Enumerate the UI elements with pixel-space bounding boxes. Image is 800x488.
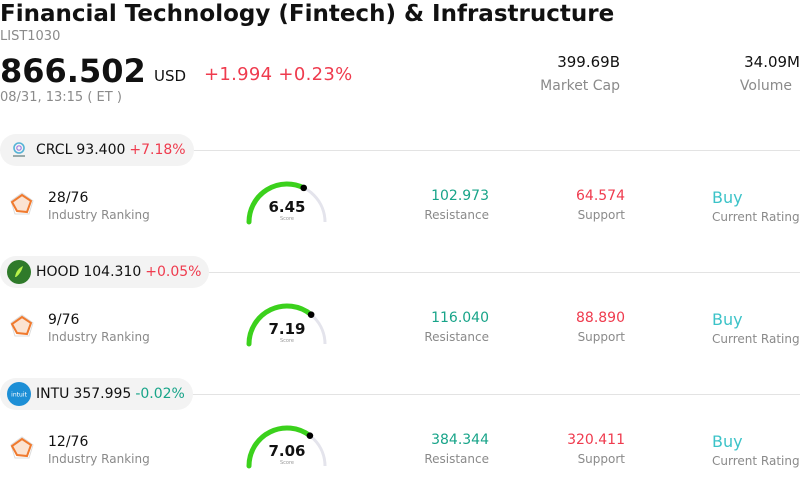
rating-value[interactable]: Buy bbox=[712, 432, 743, 451]
support-label: Support bbox=[577, 330, 625, 344]
page-title: Financial Technology (Fintech) & Infrast… bbox=[0, 1, 615, 27]
stock-price: 357.995 bbox=[73, 386, 132, 402]
radar-icon bbox=[8, 434, 36, 466]
score-gauge: 7.19 Score bbox=[245, 300, 329, 348]
rating-label: Current Rating bbox=[712, 332, 800, 346]
row-divider bbox=[0, 150, 800, 151]
stock-symbol: HOOD bbox=[36, 264, 80, 280]
currency-label: USD bbox=[154, 67, 187, 85]
score-value: 7.19 bbox=[268, 320, 306, 338]
market-cap-label: Market Cap bbox=[540, 78, 620, 94]
resistance-value: 384.344 bbox=[431, 432, 489, 448]
stock-price: 104.310 bbox=[83, 264, 142, 280]
score-gauge: 6.45 Score bbox=[245, 178, 329, 226]
score-label: Score bbox=[279, 338, 294, 344]
gauge-marker bbox=[307, 311, 315, 318]
stock-change: +0.05% bbox=[145, 264, 202, 280]
radar-icon bbox=[8, 190, 36, 222]
index-price: 866.502 bbox=[0, 52, 146, 90]
volume-value: 34.09M bbox=[744, 53, 800, 71]
rating-label: Current Rating bbox=[712, 454, 800, 468]
stock-symbol: INTU bbox=[36, 386, 70, 402]
stock-pill-intu[interactable]: intuit INTU 357.995 -0.02% bbox=[0, 378, 193, 410]
resistance-value: 102.973 bbox=[431, 188, 489, 204]
volume-label: Volume bbox=[739, 78, 792, 94]
industry-ranking-label: Industry Ranking bbox=[48, 208, 150, 222]
support-label: Support bbox=[577, 452, 625, 466]
score-value: 6.45 bbox=[268, 198, 306, 216]
support-label: Support bbox=[577, 208, 625, 222]
price-change: +1.994 +0.23% bbox=[204, 64, 353, 85]
stock-symbol: CRCL bbox=[36, 142, 73, 158]
score-label: Score bbox=[279, 216, 294, 222]
score-label: Score bbox=[279, 460, 294, 466]
gauge-fill bbox=[246, 303, 314, 347]
stock-pill-hood[interactable]: HOOD 104.310 +0.05% bbox=[0, 256, 210, 288]
stock-change: -0.02% bbox=[135, 386, 185, 402]
stock-pill-crcl[interactable]: CRCL 93.400 +7.18% bbox=[0, 134, 194, 166]
gauge-marker bbox=[300, 184, 308, 192]
support-value: 64.574 bbox=[576, 188, 625, 204]
row-divider bbox=[0, 394, 800, 395]
score-gauge: 7.06 Score bbox=[245, 422, 329, 470]
robinhood-feather-icon bbox=[7, 260, 31, 284]
radar-icon bbox=[8, 312, 36, 344]
rating-label: Current Rating bbox=[712, 210, 800, 224]
industry-ranking-label: Industry Ranking bbox=[48, 452, 150, 466]
gauge-fill bbox=[246, 181, 307, 225]
resistance-label: Resistance bbox=[424, 330, 489, 344]
industry-ranking-value: 12/76 bbox=[48, 434, 89, 450]
timestamp: 08/31, 13:15 ( ET ) bbox=[0, 90, 122, 105]
resistance-value: 116.040 bbox=[431, 310, 489, 326]
resistance-label: Resistance bbox=[424, 208, 489, 222]
stock-price: 93.400 bbox=[76, 142, 126, 158]
gauge-marker bbox=[306, 432, 314, 439]
list-code: LIST1030 bbox=[0, 29, 61, 44]
score-value: 7.06 bbox=[268, 442, 306, 460]
industry-ranking-value: 28/76 bbox=[48, 190, 89, 206]
industry-ranking-value: 9/76 bbox=[48, 312, 80, 328]
support-value: 320.411 bbox=[567, 432, 625, 448]
gauge-fill bbox=[246, 425, 313, 469]
market-cap-value: 399.69B bbox=[557, 53, 620, 71]
circle-logo-icon bbox=[7, 138, 31, 162]
svg-text:intuit: intuit bbox=[11, 392, 27, 399]
row-divider bbox=[0, 272, 800, 273]
industry-ranking-label: Industry Ranking bbox=[48, 330, 150, 344]
intuit-logo-icon: intuit bbox=[7, 382, 31, 406]
rating-value[interactable]: Buy bbox=[712, 310, 743, 329]
rating-value[interactable]: Buy bbox=[712, 188, 743, 207]
resistance-label: Resistance bbox=[424, 452, 489, 466]
stock-change: +7.18% bbox=[129, 142, 186, 158]
support-value: 88.890 bbox=[576, 310, 625, 326]
